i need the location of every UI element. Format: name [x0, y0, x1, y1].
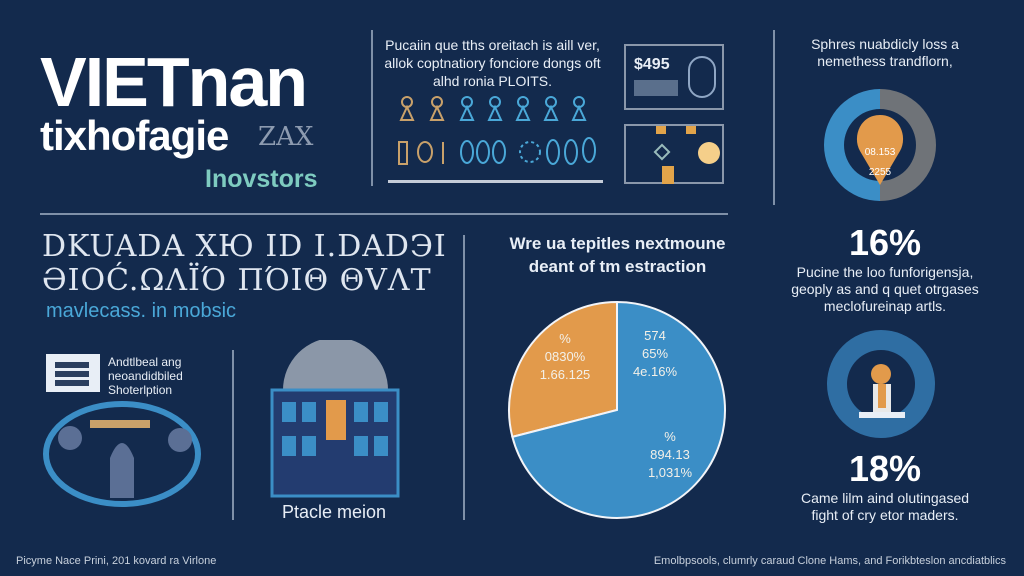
divider [232, 350, 234, 520]
stat-16: 16% [848, 222, 922, 263]
pie-chart [508, 300, 726, 519]
lamp-icon [698, 142, 720, 164]
pie-label-orange: % 0830% 1.66.125 [530, 330, 600, 384]
stat-line: meclofureinap artls. [823, 298, 947, 314]
ring-label: 08.153 [864, 147, 896, 158]
lightbulb-ring-icon [827, 330, 935, 438]
data-label: % [664, 429, 676, 444]
stat-line: Came lilm aind olutingased [800, 490, 970, 506]
device-card [624, 124, 724, 184]
stack-caption: Andtlbeal ang neoandidbiled Shoterlption [108, 355, 183, 397]
right-intro: Sphres nuabdicly loss a nemethess trandfl… [785, 36, 985, 70]
connector-icon [656, 126, 666, 134]
caption-line: Shoterlption [108, 383, 173, 397]
data-label: 574 [644, 328, 666, 343]
data-label: 1.66.125 [539, 367, 591, 382]
divider [40, 213, 728, 215]
data-label: 0830% [544, 349, 586, 364]
stat-18-text: Came lilm aind olutingased fight of cry e… [775, 490, 995, 524]
pie-title-line: Wre ua tepitles nextmoune [509, 234, 726, 253]
data-label: 1,031% [647, 465, 693, 480]
data-label: 65% [641, 346, 669, 361]
subtitle: tixhofagie [40, 112, 229, 159]
pie-slice-blue [511, 300, 726, 519]
pie-title-line: deant of tm estraction [528, 257, 707, 276]
footer-right: Emolbpsools, clumrly caraud Clone Hams, … [653, 555, 1006, 567]
money-bag-icon [688, 56, 716, 98]
divider [371, 30, 373, 186]
stat-line: fight of cry etor maders. [811, 507, 959, 523]
divider [773, 30, 775, 205]
plug-icon [662, 166, 674, 184]
pie-label-blue-bottom: % 894.13 1,031% [640, 428, 700, 482]
data-label: 4e.16% [632, 364, 678, 379]
price-card: $495 [624, 44, 724, 110]
caption-line: neoandidbiled [108, 369, 183, 383]
banknote-icon [634, 80, 678, 96]
chip-icon [653, 143, 671, 161]
connector-icon [686, 126, 696, 134]
pie-title: Wre ua tepitles nextmoune deant of tm est… [475, 232, 760, 278]
stat-line: geoply as and q quet otrgases [791, 281, 979, 297]
building-caption: Ptacle meion [282, 502, 387, 522]
cycle-ring-icon [824, 89, 936, 201]
stat-line: Pucine the loo funforigensja, [796, 264, 974, 280]
divider [463, 235, 465, 520]
price-label: $495 [634, 56, 670, 73]
people-circle-illustration [43, 401, 201, 507]
building-illustration [270, 340, 400, 498]
divider [388, 180, 603, 183]
people-icons [398, 96, 596, 165]
footer-left: Picyme Nace Prini, 201 kovard ra Virlone [16, 555, 217, 567]
intro-line: nemethess trandflorn, [817, 53, 953, 69]
intro-text: Pucaiin que tths oreitach is aill ver, a… [384, 37, 601, 89]
heading-line: DKUADA XЮ ID I.DADЭI [42, 229, 447, 264]
data-label: % [559, 331, 571, 346]
intro-line: Sphres nuabdicly loss a [811, 36, 959, 52]
main-title: VIETnan [40, 43, 308, 121]
ring-labels: 08.153 2255 [850, 143, 910, 183]
stat-16-text: Pucine the loo funforigensja, geoply as a… [775, 264, 995, 315]
ring-label: 2255 [868, 167, 892, 178]
stat-18: 18% [848, 448, 922, 489]
heading-line: ƏIOĆ.ΩΛΪΌ ΠΌΙΘ ΘVΛΤ [42, 263, 432, 298]
caption-line: Andtlbeal ang [108, 355, 182, 369]
subtitle-badge: ZAX [258, 122, 314, 152]
highlight-text: mavlecass. in mobsic [46, 300, 237, 322]
section-heading: DKUADA XЮ ID I.DADЭI ƏIOĆ.ΩΛΪΌ ΠΌΙΘ ΘVΛΤ [42, 230, 447, 298]
data-label: 894.13 [650, 447, 690, 462]
pie-label-blue-top: 574 65% 4e.16% [625, 327, 685, 381]
tagline: Inovstors [205, 165, 318, 193]
layers-icon [46, 354, 100, 392]
pie-slice-orange [508, 300, 618, 439]
